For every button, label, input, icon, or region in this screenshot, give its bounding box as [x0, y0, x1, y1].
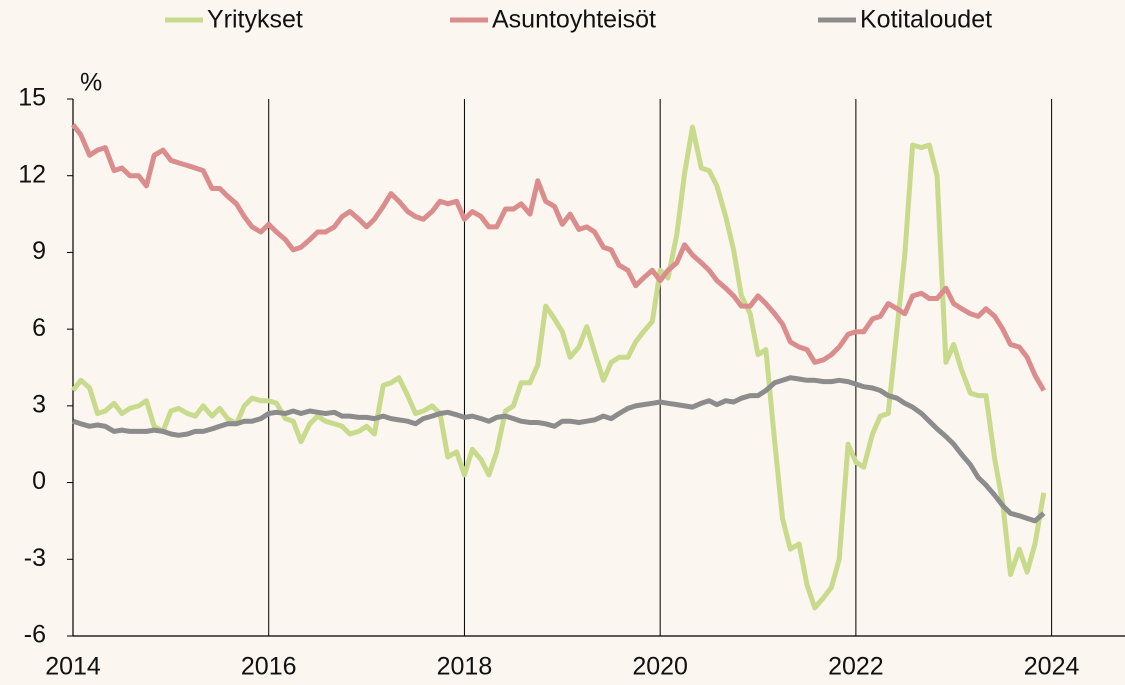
y-tick-label: 0: [32, 467, 46, 495]
x-tick-label: 2014: [45, 653, 101, 681]
y-tick-label: 6: [32, 314, 46, 342]
legend-label: Yritykset: [207, 6, 303, 34]
x-tick-label: 2016: [241, 653, 297, 681]
series-line: [71, 124, 1047, 611]
legend-label: Kotitaloudet: [860, 6, 992, 34]
series-line: [72, 375, 1046, 524]
y-tick-label: -3: [24, 544, 46, 572]
y-unit: %: [80, 69, 102, 97]
x-tick-label: 2020: [632, 653, 688, 681]
y-tick-label: -6: [24, 621, 46, 649]
x-tick-label: 2024: [1024, 653, 1080, 681]
y-tick-label: 3: [32, 390, 46, 418]
y-tick-label: 9: [32, 237, 46, 265]
series-line: [71, 123, 1046, 392]
y-tick-label: 15: [18, 84, 46, 112]
x-tick-label: 2018: [437, 653, 493, 681]
legend-label: Asuntoyhteisöt: [492, 6, 656, 34]
x-tick-label: 2022: [828, 653, 884, 681]
y-tick-label: 12: [18, 160, 46, 188]
